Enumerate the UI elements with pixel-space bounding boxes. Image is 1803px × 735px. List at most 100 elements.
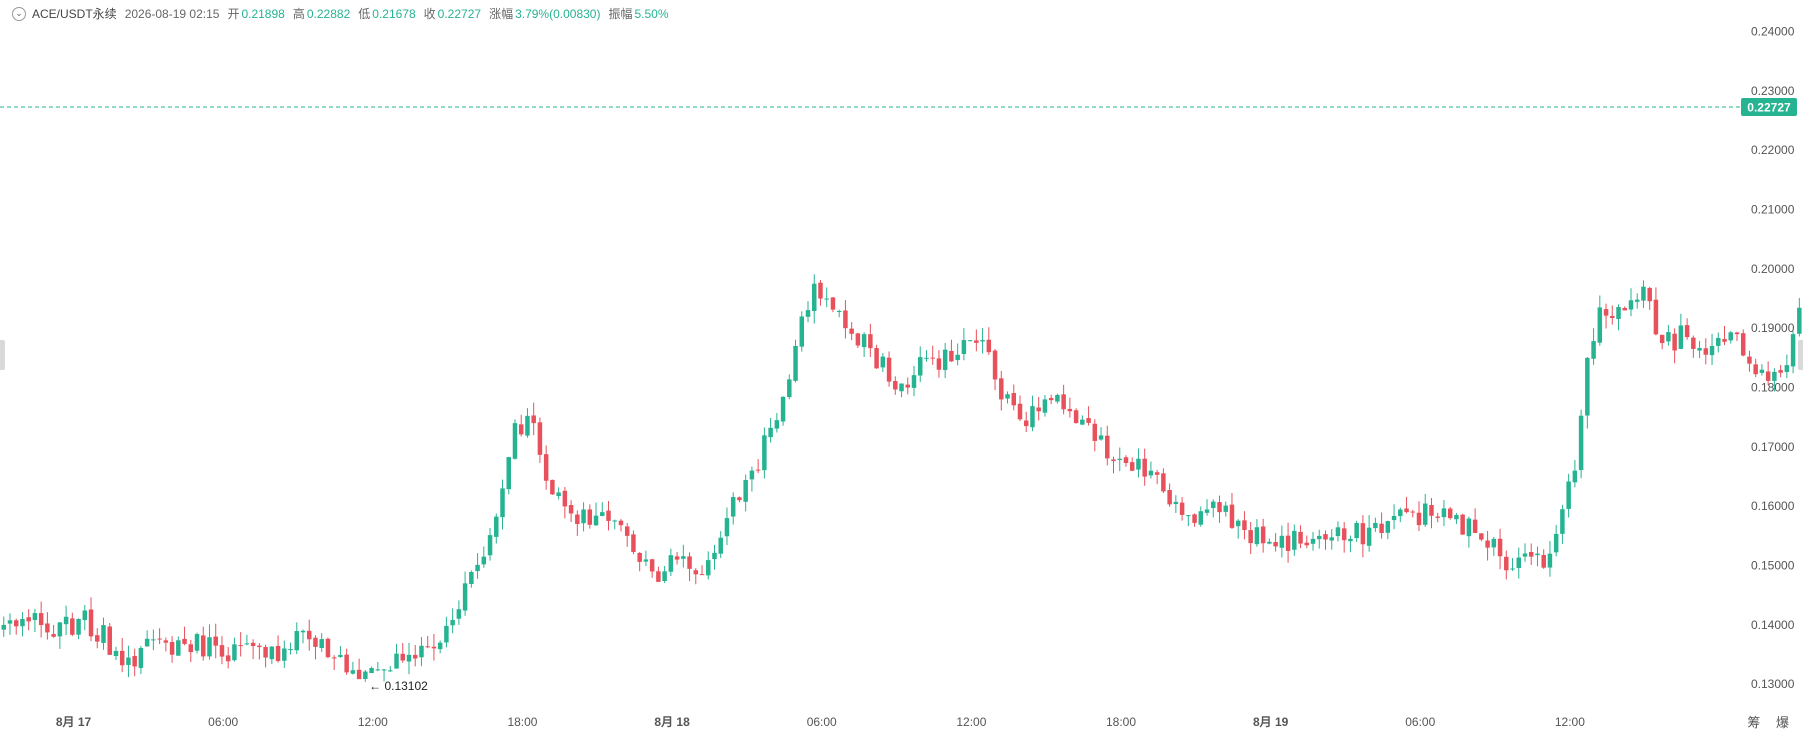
- candle[interactable]: [107, 623, 112, 655]
- left-panel-handle[interactable]: [0, 340, 5, 370]
- candle[interactable]: [724, 507, 730, 546]
- candle[interactable]: [917, 346, 923, 383]
- candle[interactable]: [1217, 495, 1222, 523]
- candle[interactable]: [706, 551, 711, 580]
- candle[interactable]: [32, 608, 38, 633]
- candle[interactable]: [893, 376, 898, 395]
- candle[interactable]: [1329, 528, 1334, 550]
- candle[interactable]: [612, 519, 617, 530]
- candle[interactable]: [82, 604, 88, 631]
- candle[interactable]: [1354, 520, 1359, 542]
- candle[interactable]: [1067, 397, 1073, 418]
- candle[interactable]: [1111, 456, 1116, 474]
- candle[interactable]: [1435, 512, 1440, 523]
- candle[interactable]: [338, 646, 343, 658]
- candle[interactable]: [868, 323, 873, 357]
- candle[interactable]: [743, 474, 748, 512]
- candle[interactable]: [101, 617, 106, 650]
- candle[interactable]: [1528, 543, 1534, 565]
- candle[interactable]: [949, 339, 954, 362]
- candle[interactable]: [1398, 507, 1403, 523]
- candle[interactable]: [999, 370, 1004, 411]
- candle[interactable]: [1504, 550, 1509, 580]
- candle[interactable]: [481, 546, 487, 568]
- candle[interactable]: [556, 487, 561, 500]
- candle[interactable]: [1634, 293, 1640, 309]
- candle[interactable]: [1516, 547, 1522, 579]
- candle[interactable]: [662, 566, 667, 584]
- candle[interactable]: [1242, 511, 1247, 540]
- candle[interactable]: [537, 417, 543, 463]
- candle[interactable]: [631, 530, 636, 555]
- candle[interactable]: [1105, 425, 1110, 466]
- candle[interactable]: [1142, 448, 1147, 486]
- candle[interactable]: [1560, 504, 1565, 545]
- candle[interactable]: [406, 642, 412, 675]
- candle[interactable]: [1335, 521, 1341, 542]
- candle[interactable]: [749, 466, 755, 492]
- candle[interactable]: [593, 502, 599, 526]
- candle[interactable]: [1479, 532, 1484, 542]
- candle[interactable]: [1585, 357, 1590, 429]
- candle[interactable]: [1273, 533, 1278, 552]
- candle[interactable]: [624, 522, 630, 547]
- candle[interactable]: [1684, 318, 1690, 340]
- candle[interactable]: [95, 628, 100, 649]
- candle[interactable]: [905, 377, 911, 395]
- candle[interactable]: [132, 648, 137, 677]
- candle[interactable]: [712, 544, 717, 570]
- symbol-name[interactable]: ACE/USDT永续: [32, 7, 117, 21]
- candle[interactable]: [1740, 329, 1746, 357]
- candle[interactable]: [176, 636, 181, 656]
- candle[interactable]: [1285, 522, 1291, 563]
- candle[interactable]: [288, 642, 293, 655]
- candle[interactable]: [494, 513, 499, 544]
- candle[interactable]: [1048, 394, 1054, 405]
- candle[interactable]: [818, 280, 823, 306]
- candle[interactable]: [400, 642, 406, 663]
- candle[interactable]: [718, 531, 723, 559]
- candle[interactable]: [1011, 384, 1016, 411]
- candle[interactable]: [1136, 448, 1141, 478]
- candle[interactable]: [356, 658, 362, 680]
- candle[interactable]: [512, 419, 518, 460]
- candle[interactable]: [419, 637, 424, 667]
- candle[interactable]: [730, 492, 736, 525]
- candle[interactable]: [1410, 509, 1416, 518]
- candle[interactable]: [1666, 324, 1671, 346]
- candle[interactable]: [986, 327, 992, 355]
- candle[interactable]: [1578, 409, 1584, 479]
- candle[interactable]: [980, 327, 985, 354]
- candle[interactable]: [444, 616, 449, 648]
- candle[interactable]: [57, 621, 63, 649]
- candle[interactable]: [1254, 519, 1260, 547]
- candle[interactable]: [755, 459, 761, 474]
- candle[interactable]: [618, 519, 624, 532]
- candle[interactable]: [381, 668, 387, 682]
- candle[interactable]: [275, 635, 281, 663]
- candle[interactable]: [1603, 303, 1609, 329]
- candle[interactable]: [1622, 306, 1627, 311]
- candle[interactable]: [300, 629, 306, 644]
- candle[interactable]: [656, 566, 661, 582]
- candle[interactable]: [1454, 512, 1459, 524]
- candle[interactable]: [201, 626, 206, 661]
- candle[interactable]: [849, 322, 854, 341]
- candle[interactable]: [1186, 515, 1191, 527]
- candle[interactable]: [194, 632, 200, 654]
- candle[interactable]: [525, 408, 530, 438]
- candle[interactable]: [1373, 517, 1378, 532]
- candle[interactable]: [681, 544, 686, 568]
- candle[interactable]: [1161, 468, 1166, 494]
- candle[interactable]: [163, 637, 169, 652]
- candle[interactable]: [219, 636, 225, 665]
- candle[interactable]: [1722, 326, 1727, 346]
- candle[interactable]: [1204, 499, 1210, 516]
- candle[interactable]: [992, 348, 998, 391]
- candle[interactable]: [649, 558, 655, 578]
- candle[interactable]: [1647, 286, 1652, 310]
- candle[interactable]: [207, 624, 212, 660]
- candle[interactable]: [967, 340, 973, 342]
- corner-tools-label[interactable]: 筹 爆: [1747, 715, 1795, 730]
- candle[interactable]: [1422, 493, 1428, 527]
